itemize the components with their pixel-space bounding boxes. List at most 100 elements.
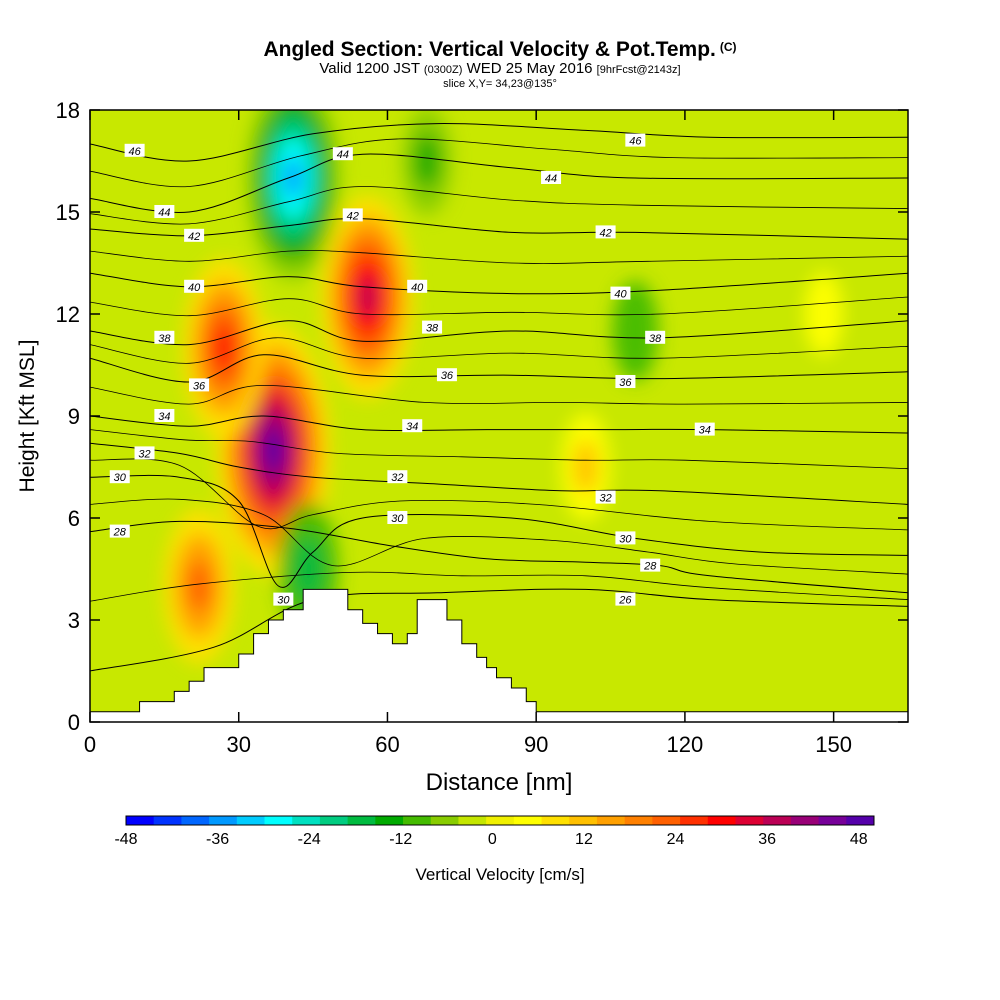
theta-contour-intermediate-8: [90, 186, 908, 225]
theta-label-text: 34: [406, 421, 418, 433]
theta-label-bg: [154, 205, 175, 218]
theta-label-44-1: 44: [332, 147, 353, 161]
colorbar-swatch: [375, 816, 404, 825]
theta-contour-28: [90, 520, 908, 594]
velocity-feature-4-band-4: [283, 157, 303, 199]
colorbar-swatch: [846, 816, 875, 825]
colorbar-swatch: [209, 816, 238, 825]
velocity-feature-6-band-1: [414, 134, 440, 188]
theta-label-text: 40: [614, 289, 627, 301]
velocity-field-blobs: [163, 110, 844, 664]
colorbar-swatch: [680, 816, 709, 825]
colorbar-swatch: [126, 816, 155, 825]
theta-label-text: 38: [649, 333, 662, 345]
theta-label-text: 46: [128, 146, 141, 158]
x-tick-label: 120: [667, 732, 704, 757]
x-tick-label: 150: [815, 732, 852, 757]
y-tick-label: 9: [68, 404, 80, 429]
theta-label-32-0: 32: [134, 446, 155, 460]
velocity-feature-8-band-0: [804, 272, 844, 356]
theta-contour-intermediate-2: [90, 458, 908, 531]
theta-contour-intermediate-0: [90, 571, 908, 602]
theta-label-text: 38: [426, 323, 439, 335]
colorbar-tick-label: 0: [488, 831, 497, 848]
x-tick-label: 60: [375, 732, 399, 757]
colorbar-swatch: [569, 816, 598, 825]
theta-label-text: 40: [411, 282, 424, 294]
theta-label-bg: [124, 143, 145, 157]
theta-label-38-1: 38: [422, 320, 443, 335]
x-axis-label: Distance [nm]: [426, 769, 573, 796]
chart-subtitle: Valid 1200 JST (0300Z) WED 25 May 2016 […: [319, 60, 681, 77]
velocity-feature-7-band-0: [612, 281, 659, 381]
velocity-field: [163, 110, 844, 664]
theta-label-bg: [342, 208, 363, 222]
theta-label-30-0: 30: [109, 470, 130, 484]
theta-label-40-1: 40: [407, 279, 428, 294]
y-tick-label: 0: [68, 710, 80, 735]
theta-label-bg: [645, 330, 666, 344]
colorbar-swatch: [292, 816, 321, 825]
colorbar-tick-label: -24: [298, 831, 321, 848]
theta-contour-intermediate-4: [90, 384, 908, 405]
theta-label-34-2: 34: [694, 422, 715, 437]
colorbar-tick-label: -36: [206, 831, 229, 848]
theta-label-bg: [273, 592, 294, 606]
x-tick-label: 90: [524, 732, 548, 757]
colorbar-tick-label: 24: [667, 831, 685, 848]
colorbar-swatch: [790, 816, 820, 825]
theta-label-26-0: 26: [615, 592, 636, 607]
colorbar-swatch: [707, 816, 736, 825]
y-tick-label: 18: [56, 98, 80, 123]
theta-label-bg: [422, 320, 443, 334]
colorbar-swatch: [624, 816, 653, 825]
colorbar-swatch: [652, 816, 681, 825]
terrain: [89, 588, 909, 723]
theta-contour-intermediate-5: [90, 337, 908, 364]
theta-label-bg: [595, 225, 616, 239]
theta-contour-labels: 26 28 28 30 30 30 30 32 32 32 34 34 34 36 36 36 38 38 38 40…: [109, 133, 715, 607]
velocity-feature-2-band-2: [187, 560, 211, 612]
colorbar-swatch: [541, 816, 570, 825]
theta-label-bg: [189, 378, 210, 392]
theta-label-44-0: 44: [154, 205, 175, 219]
chart-slice-info: slice X,Y= 34,23@135°: [443, 78, 557, 90]
theta-label-46-1: 46: [625, 133, 646, 148]
theta-label-36-1: 36: [436, 368, 457, 382]
colorbar-tick-label: 36: [758, 831, 776, 848]
theta-label-text: 30: [114, 472, 127, 484]
theta-label-bg: [640, 558, 661, 572]
theta-label-34-1: 34: [402, 419, 423, 433]
theta-label-28-0: 28: [109, 524, 130, 539]
theta-label-text: 26: [618, 595, 632, 607]
velocity-feature-3-band-4: [358, 276, 377, 318]
theta-label-bg: [402, 419, 423, 433]
theta-contour-34: [90, 415, 908, 434]
theta-label-text: 30: [619, 533, 632, 545]
theta-label-38-2: 38: [645, 330, 666, 345]
theta-label-text: 44: [158, 207, 170, 219]
theta-label-bg: [332, 147, 353, 161]
theta-label-text: 38: [158, 333, 171, 345]
theta-label-text: 42: [599, 227, 611, 239]
y-tick-label: 6: [68, 506, 80, 531]
colorbar-swatch: [403, 816, 432, 825]
theta-label-30-3: 30: [615, 531, 636, 545]
colorbar-swatch: [486, 816, 515, 825]
theta-label-bg: [615, 592, 636, 606]
theta-contour-30: [90, 474, 908, 588]
theta-label-bg: [154, 409, 175, 422]
theta-contour-26: [90, 588, 908, 672]
theta-label-text: 34: [158, 411, 170, 423]
theta-label-text: 30: [277, 595, 290, 607]
colorbar-swatch: [153, 816, 182, 825]
theta-label-text: 32: [599, 493, 611, 505]
theta-label-bg: [109, 470, 130, 484]
theta-label-42-1: 42: [342, 208, 363, 222]
x-axis: 0 30 60 90 120 150: [84, 110, 852, 757]
theta-contour-44: [90, 153, 908, 214]
chart-title: Angled Section: Vertical Velocity & Pot.…: [263, 38, 737, 61]
theta-label-text: 36: [441, 370, 454, 382]
theta-contour-32: [90, 442, 908, 505]
theta-contour-46: [90, 123, 908, 162]
